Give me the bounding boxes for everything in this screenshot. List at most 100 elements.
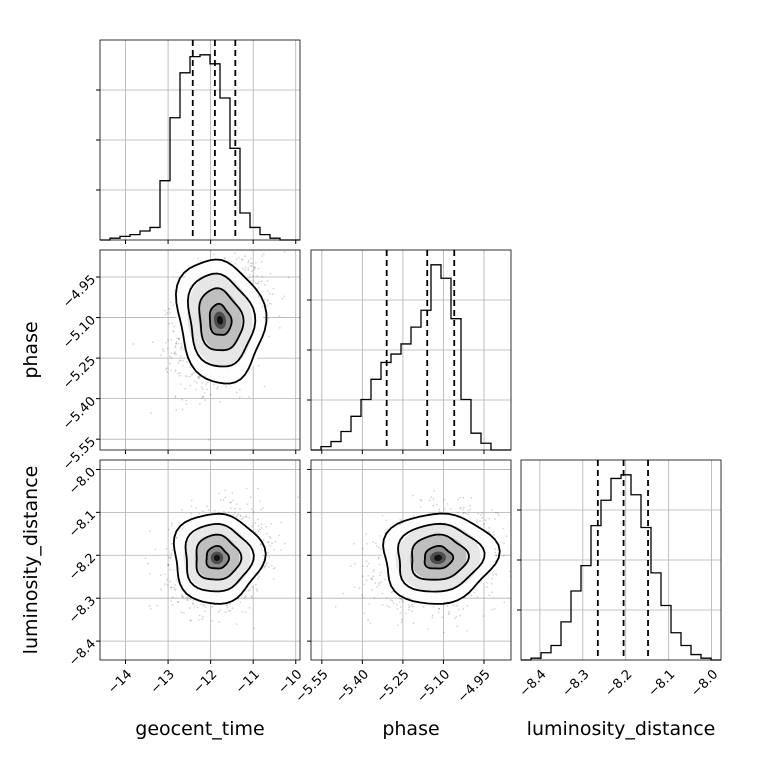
scatter-point: [234, 511, 236, 514]
contour-line: [423, 544, 455, 570]
scatter-point: [232, 244, 234, 246]
scatter-point: [411, 605, 414, 608]
scatter-point: [379, 547, 382, 550]
scatter-point: [438, 510, 441, 513]
scatter-point: [177, 521, 180, 524]
scatter-point: [213, 509, 216, 512]
scatter-point: [460, 506, 462, 509]
scatter-point: [342, 592, 345, 595]
contour-line: [198, 287, 245, 352]
scatter-point: [203, 395, 205, 398]
scatter-point: [239, 238, 241, 240]
scatter-point: [257, 282, 260, 285]
scatter-point: [268, 293, 271, 295]
scatter-point: [238, 256, 240, 259]
scatter-point: [430, 496, 433, 498]
scatter-point: [174, 584, 177, 586]
scatter-point: [441, 616, 443, 619]
scatter-point: [189, 607, 191, 609]
scatter-point: [260, 261, 263, 263]
scatter-point: [251, 270, 253, 273]
scatter-point: [488, 526, 491, 529]
scatter-point: [240, 258, 243, 261]
scatter-point: [241, 610, 244, 613]
scatter-point: [498, 514, 500, 516]
scatter-point: [380, 571, 382, 574]
scatter-point: [189, 598, 192, 601]
scatter-point: [181, 594, 183, 596]
scatter-point: [201, 618, 204, 620]
scatter-point: [203, 392, 206, 394]
scatter-point: [181, 596, 184, 598]
scatter-point: [202, 615, 204, 618]
scatter-point: [256, 275, 259, 278]
scatter-point: [224, 246, 226, 248]
scatter-point: [263, 385, 266, 388]
scatter-point: [361, 547, 364, 550]
scatter-point: [401, 618, 403, 621]
scatter-point: [174, 369, 177, 371]
scatter-point: [268, 335, 270, 338]
scatter-point: [270, 523, 273, 525]
scatter-point: [168, 312, 171, 314]
scatter-point: [232, 235, 234, 237]
scatter-point: [443, 498, 445, 501]
scatter-point: [274, 567, 276, 569]
scatter-point: [225, 604, 228, 607]
scatter-point: [411, 610, 413, 612]
scatter-point: [211, 620, 213, 622]
scatter-point: [213, 253, 215, 256]
scatter-point: [199, 403, 201, 405]
scatter-point: [159, 354, 162, 356]
scatter-point: [170, 352, 173, 355]
scatter-point: [193, 371, 195, 374]
scatter-point: [175, 342, 178, 345]
y-tick-label: −8.1: [66, 508, 99, 541]
scatter-point: [264, 298, 266, 301]
scatter-point: [236, 391, 238, 394]
scatter-point: [172, 304, 175, 307]
x-tick-label: −5.25: [374, 667, 413, 706]
scatter-point: [363, 583, 366, 586]
scatter-point: [227, 609, 230, 612]
scatter-point: [238, 396, 241, 399]
scatter-point: [446, 503, 449, 505]
scatter-point: [196, 376, 199, 379]
x-tick-label: −8.0: [688, 667, 721, 700]
scatter-point: [154, 548, 157, 551]
scatter-point: [174, 342, 177, 345]
scatter-point: [179, 359, 182, 362]
scatter-point: [179, 355, 182, 358]
x-tick-label: −14: [105, 667, 135, 697]
y-tick-label: −8.4: [66, 637, 99, 670]
scatter-point: [269, 272, 272, 275]
scatter-point: [167, 564, 170, 567]
scatter-point: [216, 388, 219, 390]
scatter-point: [176, 601, 179, 603]
scatter-point: [449, 508, 452, 510]
scatter-point: [152, 341, 154, 344]
scatter-point: [171, 542, 173, 545]
scatter-point: [177, 342, 180, 345]
scatter-point: [229, 501, 231, 504]
scatter-point: [190, 512, 192, 515]
scatter-point: [223, 243, 225, 245]
scatter-point: [462, 608, 465, 610]
scatter-point: [259, 543, 262, 546]
scatter-point: [205, 383, 207, 385]
panel-geocent_time-vs-phase: [132, 235, 290, 441]
contour-line: [382, 512, 501, 605]
scatter-point: [173, 325, 175, 328]
scatter-point: [283, 542, 286, 545]
scatter-point: [419, 506, 422, 508]
scatter-point: [373, 597, 376, 599]
contour-line: [184, 522, 255, 593]
scatter-point: [371, 577, 374, 580]
scatter-point: [174, 395, 177, 397]
scatter-point: [167, 563, 170, 566]
scatter-point: [272, 288, 275, 290]
scatter-point: [249, 588, 252, 591]
scatter-point: [178, 359, 181, 362]
scatter-point: [481, 516, 484, 519]
scatter-point: [371, 578, 373, 581]
